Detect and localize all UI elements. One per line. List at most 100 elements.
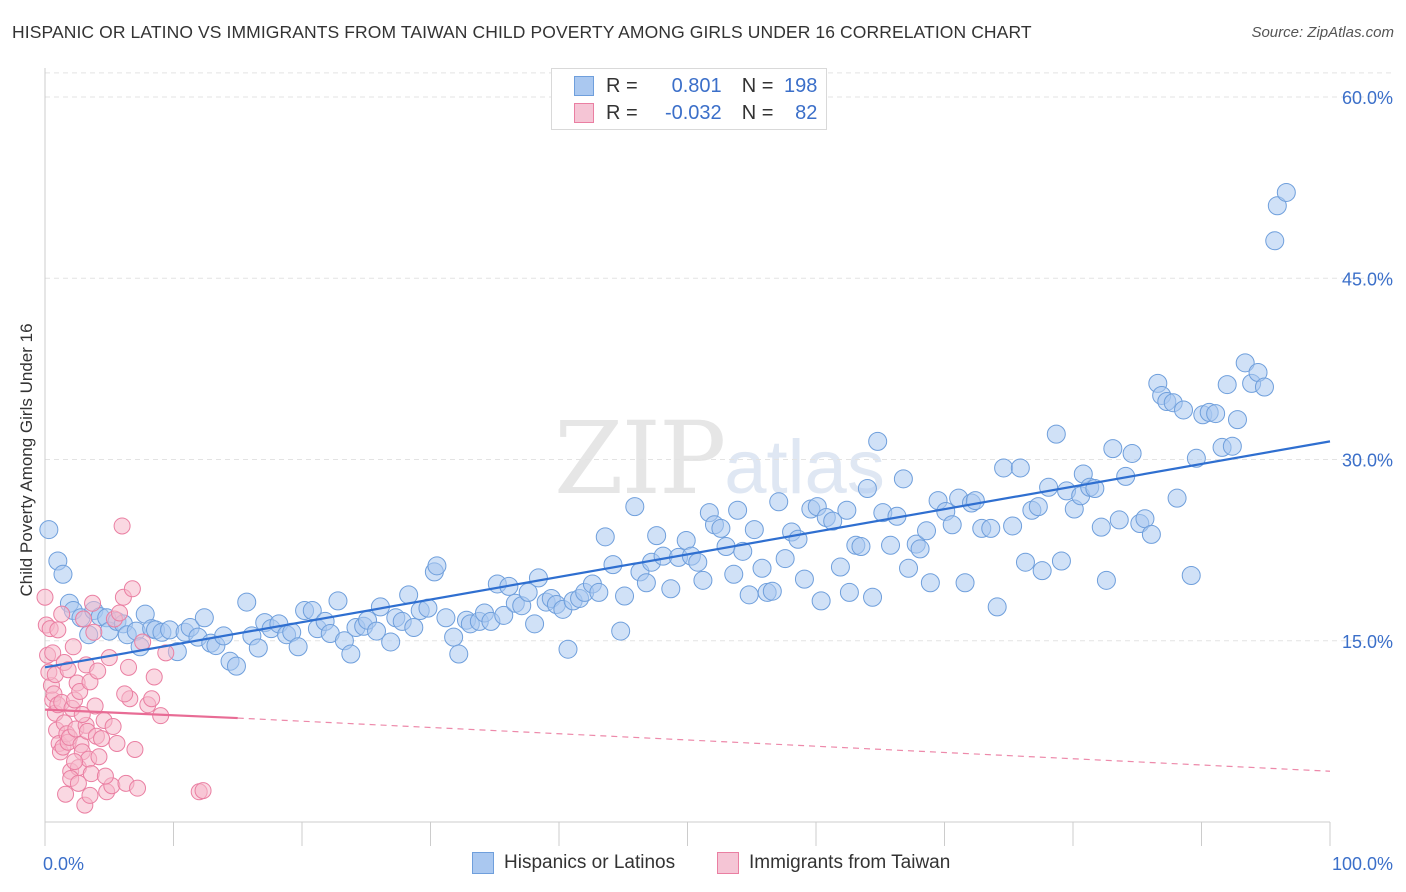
chart-title: HISPANIC OR LATINO VS IMMIGRANTS FROM TA… <box>12 22 1032 42</box>
hispanic-point <box>899 558 919 578</box>
hispanic-point <box>1267 196 1287 216</box>
taiwan-point <box>36 588 54 606</box>
hispanic-point <box>917 521 937 541</box>
hispanic-point <box>237 592 257 612</box>
hispanic-point <box>525 614 545 634</box>
hispanic-point <box>661 579 681 599</box>
hispanic-point <box>830 557 850 577</box>
taiwan-point <box>73 705 91 723</box>
taiwan-point <box>111 604 129 622</box>
hispanic-point <box>1103 439 1123 459</box>
hispanic-point <box>981 518 1001 538</box>
series-legend-label: Hispanics or Latinos <box>504 852 676 873</box>
taiwan-point <box>93 730 111 748</box>
taiwan-point <box>120 658 138 676</box>
hispanic-point <box>615 586 635 606</box>
hispanic-point <box>711 518 731 538</box>
hispanic-point <box>837 500 857 520</box>
hispanic-point <box>851 537 871 556</box>
x-tick-label: 0.0% <box>43 854 84 874</box>
y-tick-label: 15.0% <box>1342 632 1393 652</box>
legend-r-label: R = <box>606 74 638 97</box>
hispanic-point <box>595 527 615 547</box>
hispanic-point <box>647 526 667 546</box>
hispanic-point <box>920 573 940 593</box>
source-label: Source: ZipAtlas.com <box>1251 24 1394 41</box>
y-tick-label: 60.0% <box>1342 88 1393 108</box>
legend-swatch-blue <box>574 76 594 96</box>
y-tick-label: 45.0% <box>1342 269 1393 289</box>
correlation-legend: R = 0.801 N = 198 R = -0.032 N = 82 <box>551 68 827 130</box>
legend-n-label: N = <box>741 74 774 97</box>
series-swatch-pink <box>717 852 739 874</box>
hispanic-point <box>1096 570 1116 590</box>
hispanic-point <box>955 573 975 593</box>
hispanic-point <box>910 539 930 559</box>
taiwan-point <box>116 685 134 703</box>
series-legend-label: Immigrants from Taiwan <box>749 852 951 873</box>
hispanic-point <box>1222 436 1242 456</box>
taiwan-point <box>57 785 75 803</box>
taiwan-point <box>126 741 144 758</box>
taiwan-point <box>53 605 71 623</box>
hispanic-point <box>893 469 913 489</box>
taiwan-point <box>84 594 102 612</box>
hispanic-point <box>1206 404 1226 424</box>
hispanic-point <box>367 621 387 641</box>
hispanic-point <box>1091 517 1111 537</box>
hispanic-point <box>1003 516 1023 536</box>
hispanic-point <box>868 431 888 451</box>
hispanic-point <box>994 458 1014 478</box>
hispanic-point <box>1141 524 1161 544</box>
taiwan-point <box>194 782 212 800</box>
series-legend: Hispanics or Latinos Immigrants from Tai… <box>0 852 1406 878</box>
hispanic-point <box>794 569 814 589</box>
hispanic-point <box>194 608 214 628</box>
hispanic-point <box>399 585 419 605</box>
series-legend-taiwan[interactable]: Immigrants from Taiwan <box>717 852 950 874</box>
hispanic-point <box>1010 458 1030 478</box>
hispanic-point <box>494 605 514 625</box>
hispanic-point <box>693 570 713 590</box>
hispanic-point <box>739 585 759 605</box>
hispanic-point <box>1254 377 1274 397</box>
hispanic-point <box>1186 448 1206 468</box>
hispanic-point <box>288 637 308 657</box>
hispanic-point <box>965 491 985 511</box>
hispanic-point <box>636 573 656 593</box>
hispanic-point <box>728 500 748 520</box>
hispanic-point <box>226 656 246 676</box>
hispanic-point <box>1167 488 1187 508</box>
taiwan-point <box>59 661 77 679</box>
hispanic-point <box>752 558 772 578</box>
hispanic-point <box>1015 552 1035 572</box>
x-tick-label: 100.0% <box>1332 854 1393 874</box>
hispanic-point <box>775 549 795 569</box>
watermark: ZIPatlas <box>554 400 885 517</box>
hispanic-point <box>53 564 73 584</box>
hispanic-point <box>341 644 361 664</box>
hispanic-point <box>839 582 859 602</box>
taiwan-point <box>44 644 62 662</box>
hispanic-point <box>863 587 883 607</box>
hispanic-point <box>762 581 782 601</box>
hispanic-point <box>625 497 645 517</box>
hispanic-trend-line <box>44 440 1331 669</box>
hispanic-point <box>987 597 1007 617</box>
hispanic-point <box>1181 566 1201 585</box>
legend-r-value: 0.801 <box>671 74 722 97</box>
hispanic-point <box>688 552 708 572</box>
hispanic-point <box>444 627 464 647</box>
hispanic-point <box>1265 231 1285 251</box>
hispanic-point <box>1276 182 1296 202</box>
series-legend-hispanic[interactable]: Hispanics or Latinos <box>472 852 675 874</box>
legend-r-label: R = <box>606 101 638 124</box>
hispanic-point <box>248 638 268 658</box>
taiwan-point <box>85 623 103 641</box>
taiwan-point <box>86 697 104 715</box>
hispanic-point <box>942 515 962 535</box>
hispanic-point <box>733 541 753 561</box>
taiwan-trend-line <box>44 708 238 720</box>
hispanic-point <box>404 617 424 637</box>
